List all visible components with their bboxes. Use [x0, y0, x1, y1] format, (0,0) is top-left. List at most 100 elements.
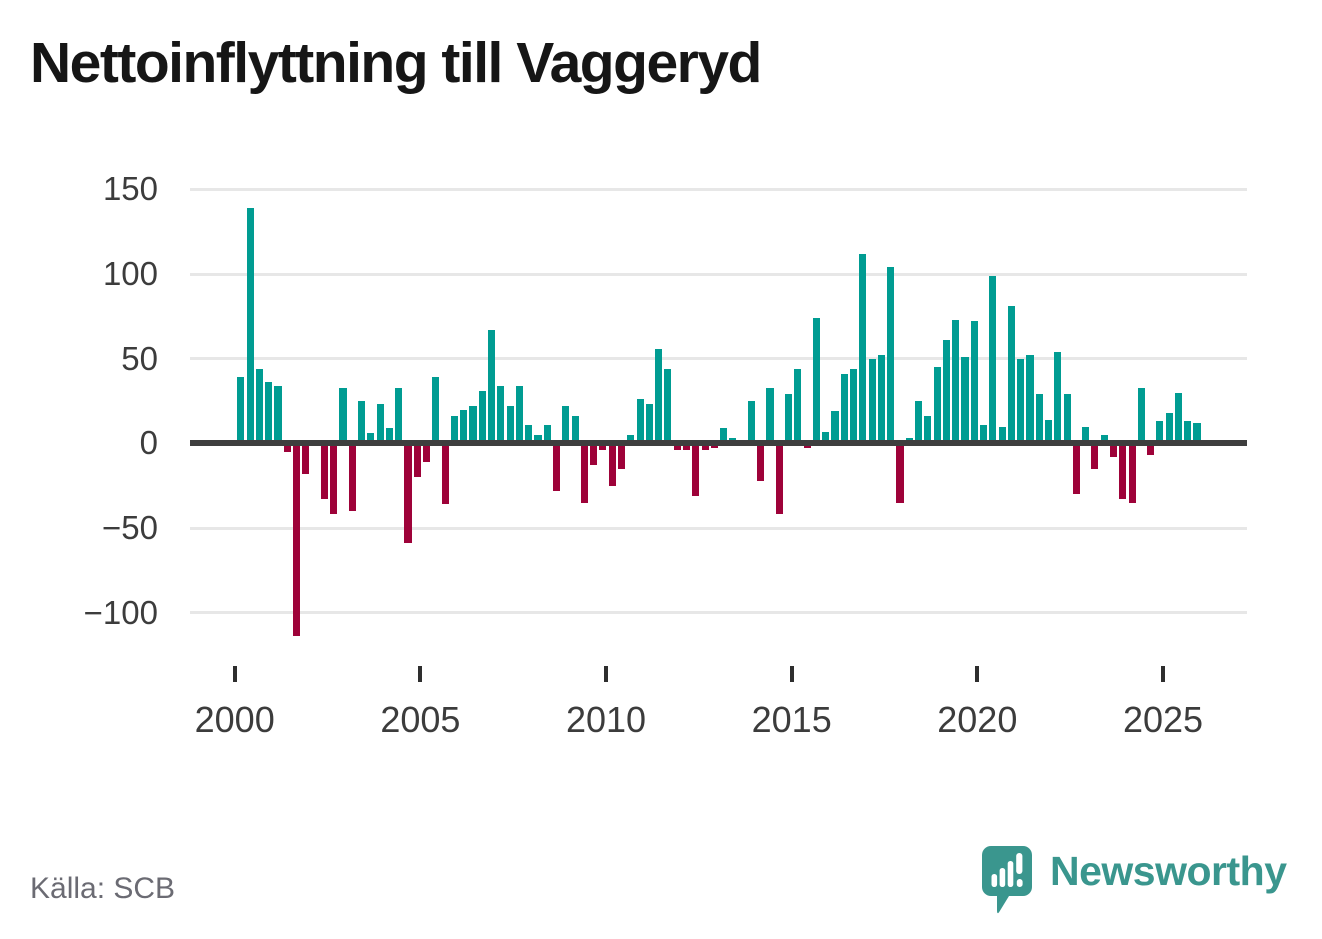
bar-2004q1 — [385, 428, 393, 444]
bar-2022q3 — [1072, 443, 1080, 495]
bar-2024q4 — [1156, 421, 1164, 444]
bar-2021q2 — [1026, 355, 1034, 444]
bar-2019q3 — [961, 357, 969, 444]
bar-2005q3 — [441, 443, 449, 505]
bar-2020q3 — [998, 426, 1006, 444]
bar-2003q4 — [376, 404, 384, 444]
bar-2017q2 — [877, 355, 885, 444]
bar-2014q2 — [766, 387, 774, 444]
bar-2022q2 — [1063, 394, 1071, 444]
bar-2017q1 — [868, 358, 876, 444]
bar-2010q2 — [617, 443, 626, 469]
x-axis-label-2025: 2025 — [1122, 699, 1204, 740]
bar-2018q4 — [933, 367, 941, 444]
bar-2025q4 — [1193, 423, 1201, 444]
bar-2009q2 — [580, 443, 588, 503]
bar-2014q4 — [785, 394, 793, 444]
bar-2004q3 — [404, 443, 412, 544]
y-axis-label-100: 100 — [102, 255, 158, 292]
bar-2019q4 — [970, 321, 978, 444]
newsworthy-speech-bubble-bar-chart-icon — [981, 845, 1033, 920]
bar-2001q1 — [274, 385, 282, 444]
chart-title: Nettoinflyttning till Vaggeryd — [30, 31, 762, 95]
bar-2012q1 — [682, 443, 691, 451]
x-axis-label-2000: 2000 — [194, 699, 275, 740]
bar-2002q4 — [339, 387, 347, 444]
bar-2022q1 — [1054, 351, 1062, 444]
bar-2024q3 — [1147, 443, 1155, 456]
bar-2019q1 — [942, 340, 950, 444]
bar-2006q2 — [469, 406, 477, 444]
y-axis-label--50: −50 — [102, 509, 158, 547]
bar-2017q4 — [896, 443, 904, 503]
bar-2000q3 — [255, 368, 264, 444]
bar-2012q3 — [701, 443, 709, 451]
newsworthy-wordmark: Newsworthy — [1050, 848, 1287, 894]
bar-2013q4 — [747, 401, 756, 444]
bar-2010q4 — [636, 399, 644, 444]
bar-2008q2 — [543, 424, 551, 444]
x-axis-tick-2010 — [604, 666, 608, 682]
bar-2011q1 — [645, 404, 653, 444]
bar-2021q1 — [1017, 358, 1025, 444]
gridline-y--100 — [190, 611, 1247, 615]
x-axis-zero-line — [190, 440, 1247, 447]
bar-2022q4 — [1082, 426, 1090, 444]
bar-2009q3 — [590, 443, 598, 466]
x-axis-label-2010: 2010 — [565, 699, 647, 740]
bar-2016q4 — [859, 253, 867, 444]
bar-2006q4 — [487, 329, 496, 444]
bar-2008q1 — [534, 434, 542, 444]
source-caption: Källa: SCB — [30, 872, 176, 905]
bar-2023q1 — [1091, 443, 1099, 469]
bar-2005q4 — [450, 416, 458, 444]
bar-2001q3 — [293, 443, 301, 637]
bar-2025q2 — [1174, 392, 1183, 444]
bar-2015q1 — [794, 368, 802, 444]
bar-2003q1 — [348, 443, 356, 512]
bar-2025q3 — [1184, 421, 1192, 444]
bar-2019q2 — [952, 319, 960, 444]
gridline-y-100 — [190, 272, 1247, 276]
bar-2009q1 — [571, 416, 579, 444]
y-axis-label-0: 0 — [139, 424, 158, 462]
bar-2016q3 — [850, 368, 858, 444]
gridline-y--50 — [190, 526, 1247, 530]
bar-2009q4 — [599, 443, 607, 451]
bar-2024q2 — [1137, 387, 1145, 444]
bar-2023q2 — [1100, 434, 1108, 444]
bar-2023q3 — [1109, 443, 1118, 457]
bar-2000q2 — [246, 207, 254, 444]
y-axis-label--100: −100 — [83, 593, 158, 631]
x-axis-tick-2020 — [975, 666, 980, 682]
bar-2007q3 — [515, 385, 523, 444]
bar-2007q4 — [525, 424, 533, 444]
bar-2016q2 — [840, 373, 848, 444]
bar-2020q2 — [989, 275, 997, 444]
bar-2006q1 — [460, 409, 468, 444]
bar-2017q3 — [887, 267, 895, 444]
x-axis-tick-2025 — [1161, 666, 1165, 682]
bar-2010q3 — [627, 434, 635, 444]
bar-2005q1 — [423, 443, 431, 462]
bar-2006q3 — [478, 390, 486, 444]
bar-2015q3 — [812, 318, 820, 444]
gridline-y-50 — [190, 357, 1247, 361]
bar-2000q4 — [265, 382, 273, 444]
bar-2003q3 — [367, 433, 375, 444]
x-axis-label-2020: 2020 — [937, 699, 1018, 740]
bar-2021q3 — [1035, 394, 1043, 444]
x-axis-tick-2000 — [232, 666, 237, 682]
bar-2018q2 — [915, 401, 923, 444]
gridline-y-150 — [190, 187, 1247, 191]
bar-2007q1 — [497, 385, 505, 444]
bar-2002q3 — [330, 443, 338, 515]
bar-2015q4 — [822, 431, 830, 444]
bar-2011q3 — [664, 368, 672, 444]
bar-2018q3 — [924, 416, 932, 444]
bar-2007q2 — [506, 406, 514, 444]
bar-2025q1 — [1165, 412, 1173, 444]
bar-2021q4 — [1044, 419, 1053, 444]
bar-2014q1 — [757, 443, 765, 481]
